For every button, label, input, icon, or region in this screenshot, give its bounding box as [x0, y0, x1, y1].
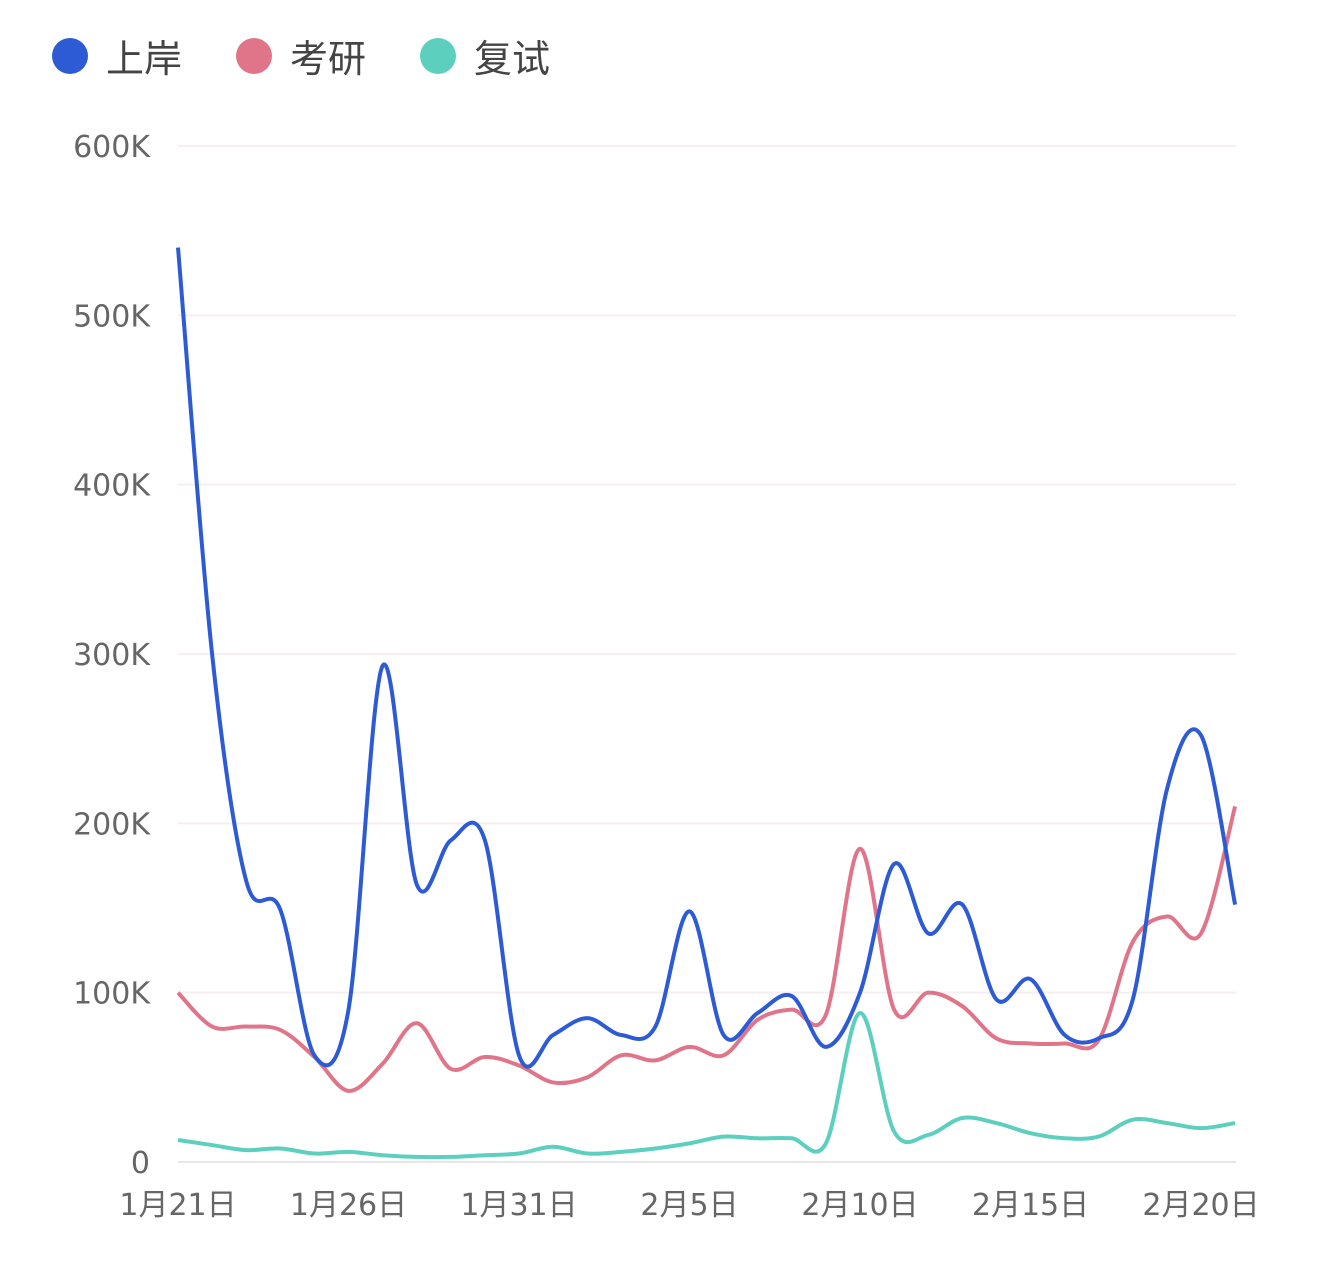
- y-tick-label: 0: [131, 1146, 150, 1181]
- legend-label: 考研: [290, 37, 367, 81]
- x-tick-label: 1月26日: [290, 1188, 407, 1223]
- y-tick-label: 100K: [73, 977, 151, 1012]
- x-tick-label: 2月20日: [1142, 1188, 1259, 1223]
- y-tick-label: 400K: [73, 469, 151, 504]
- series-line-复试: [177, 1010, 1236, 1160]
- legend-item[interactable]: 上岸: [52, 28, 182, 83]
- y-tick-label: 600K: [73, 130, 151, 165]
- y-tick-label: 300K: [73, 638, 151, 673]
- x-tick-label: 2月10日: [801, 1188, 918, 1223]
- legend-marker: [52, 37, 88, 74]
- series-line-考研: [176, 805, 1238, 1093]
- legend-label: 复试: [474, 37, 551, 81]
- legend-marker: [236, 37, 273, 74]
- legend-label: 上岸: [106, 37, 183, 81]
- x-tick-label: 2月15日: [972, 1188, 1089, 1223]
- x-tick-label: 2月5日: [640, 1188, 738, 1223]
- x-tick-label: 1月21日: [119, 1188, 236, 1223]
- legend-marker: [420, 37, 457, 74]
- legend-item[interactable]: 考研: [236, 28, 366, 83]
- series-line-上岸: [176, 247, 1238, 1069]
- y-tick-label: 200K: [73, 807, 151, 842]
- y-tick-label: 500K: [73, 299, 151, 334]
- legend-item[interactable]: 复试: [420, 28, 550, 83]
- x-tick-label: 1月31日: [460, 1188, 577, 1223]
- legend: 上岸 考研 复试: [52, 28, 550, 83]
